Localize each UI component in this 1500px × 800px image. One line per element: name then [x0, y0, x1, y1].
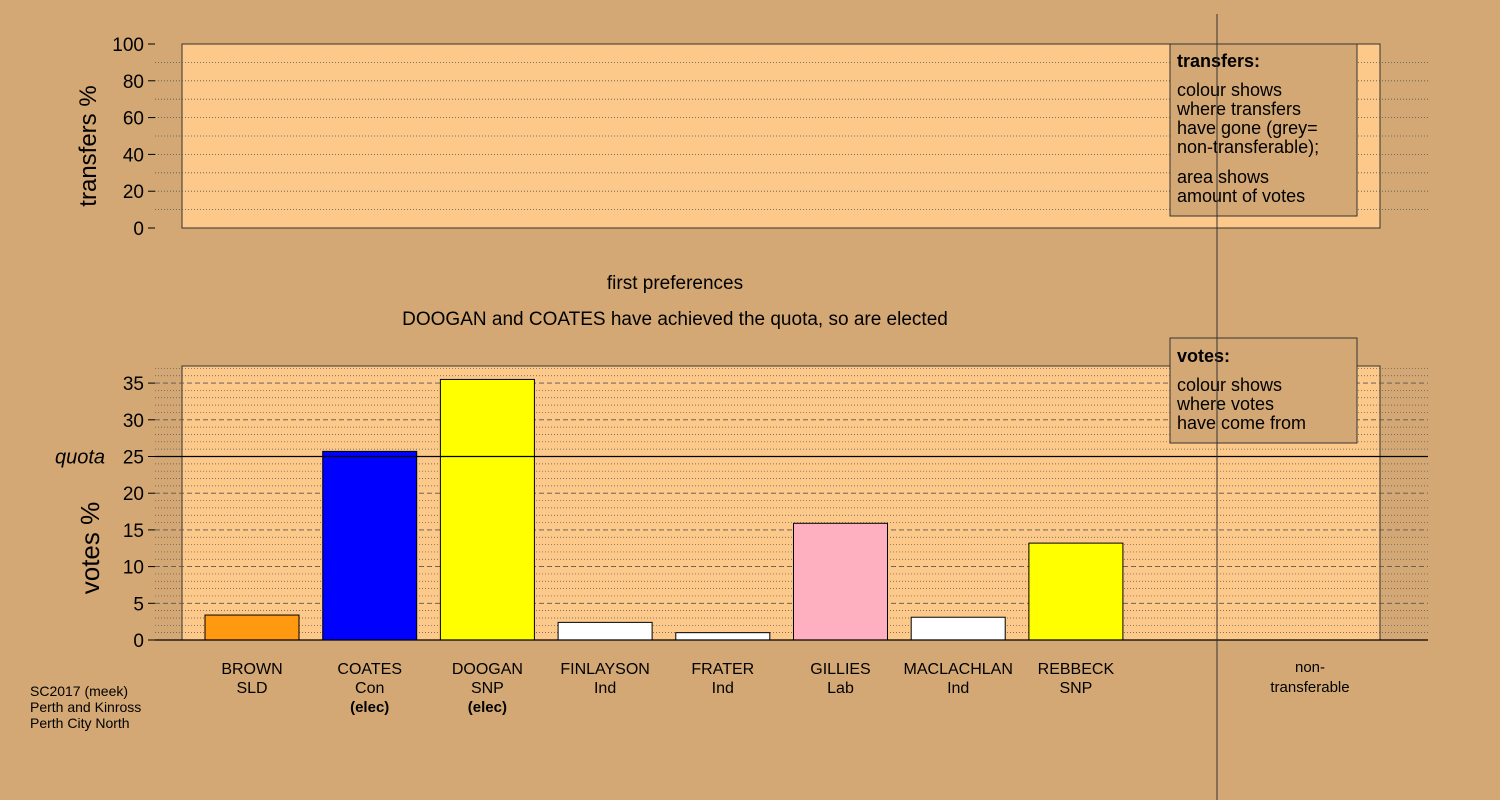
candidate-party-label: Lab: [827, 680, 854, 697]
transfers-tick-label: 20: [123, 182, 144, 203]
footer-ward: Perth City North: [30, 715, 130, 731]
footer-info: SC2017 (meek) Perth and Kinross Perth Ci…: [30, 683, 141, 731]
candidate-name-label: BROWN: [221, 661, 282, 678]
transfers-tick-label: 100: [112, 35, 144, 56]
bar-doogan: [439, 378, 535, 641]
votes-legend: votes: colour shows where votes have com…: [1169, 337, 1358, 444]
votes-legend-title: votes:: [1177, 346, 1230, 366]
bar-brown: [204, 614, 300, 641]
candidate-party-label: SNP: [1059, 680, 1092, 697]
transfers-legend-line: non-transferable);: [1177, 137, 1319, 157]
candidate-name-label: COATES: [337, 661, 402, 678]
bar-frater: [675, 632, 771, 641]
bar-coates: [322, 450, 418, 641]
votes-panel: 0 5 10 15 20 25 30 35 BROWN SLD COATES Con (elec) DO…: [55, 337, 1428, 716]
candidate-party-label: Ind: [947, 680, 969, 697]
votes-tick-label: 30: [123, 411, 144, 432]
votes-tick-label: 25: [123, 448, 144, 469]
votes-legend-box: [1169, 337, 1358, 444]
candidate-party-label: Ind: [712, 680, 734, 697]
votes-legend-line: have come from: [1177, 413, 1306, 433]
votes-tick-label: 35: [123, 374, 144, 395]
votes-tick-label: 10: [123, 558, 144, 579]
transfers-tick-label: 80: [123, 72, 144, 93]
bar-rebbeck: [1028, 542, 1124, 641]
transfers-legend-line: colour shows: [1177, 80, 1282, 100]
bar-gillies: [793, 522, 888, 641]
non-transferable-label: transferable: [1270, 679, 1349, 696]
transfers-tick-label: 40: [123, 145, 144, 166]
footer-election: SC2017 (meek): [30, 683, 128, 699]
votes-tick-label: 0: [133, 631, 144, 652]
votes-x-labels: BROWN SLD COATES Con (elec) DOOGAN SNP (elec) FI…: [221, 659, 1349, 716]
transfers-gridlines: [155, 62, 1428, 211]
transfers-legend-title: transfers:: [1177, 51, 1260, 71]
transfers-legend-line: where transfers: [1176, 99, 1301, 119]
status-heading: DOOGAN and COATES have achieved the quot…: [402, 309, 948, 330]
candidate-name-label: REBBECK: [1038, 661, 1115, 678]
transfers-legend-line: have gone (grey=: [1177, 118, 1318, 138]
candidate-party-label: Ind: [594, 680, 616, 697]
non-transferable-label: non-: [1295, 659, 1325, 676]
candidate-party-label: SLD: [236, 680, 267, 697]
votes-bars: [204, 378, 1124, 641]
votes-y-axis-label: votes %: [75, 502, 105, 595]
transfers-y-axis-label: transfers %: [75, 85, 102, 206]
elected-label: (elec): [468, 699, 507, 716]
candidate-party-label: SNP: [471, 680, 504, 697]
transfers-legend-line: amount of votes: [1177, 186, 1305, 206]
votes-tick-label: 5: [133, 594, 144, 615]
candidate-name-label: DOOGAN: [452, 661, 523, 678]
transfers-tick-label: 60: [123, 109, 144, 130]
transfers-legend-box: [1169, 43, 1358, 217]
candidate-name-label: FRATER: [691, 661, 754, 678]
transfers-tick-label: 0: [133, 219, 144, 240]
transfers-y-ticks: 0 20 40 60 80 100: [112, 35, 155, 240]
votes-legend-line: where votes: [1176, 394, 1274, 414]
candidate-party-label: Con: [355, 680, 384, 697]
quota-label: quota: [55, 447, 105, 469]
transfers-legend: transfers: colour shows where transfers …: [1169, 43, 1358, 217]
votes-tick-label: 20: [123, 484, 144, 505]
candidate-name-label: MACLACHLAN: [904, 661, 1013, 678]
stage-heading: first preferences: [607, 273, 743, 294]
candidate-name-label: FINLAYSON: [560, 661, 650, 678]
transfers-legend-line: area shows: [1177, 167, 1269, 187]
footer-council: Perth and Kinross: [30, 699, 141, 715]
votes-legend-line: colour shows: [1177, 375, 1282, 395]
elected-label: (elec): [350, 699, 389, 716]
votes-tick-label: 15: [123, 521, 144, 542]
votes-y-ticks: 0 5 10 15 20 25 30 35: [123, 374, 155, 652]
transfers-panel: 0 20 40 60 80 100 transfers % transfers: colo…: [75, 35, 1428, 240]
candidate-name-label: GILLIES: [810, 661, 870, 678]
bar-finlayson: [557, 621, 653, 641]
bar-maclachlan: [910, 616, 1006, 641]
